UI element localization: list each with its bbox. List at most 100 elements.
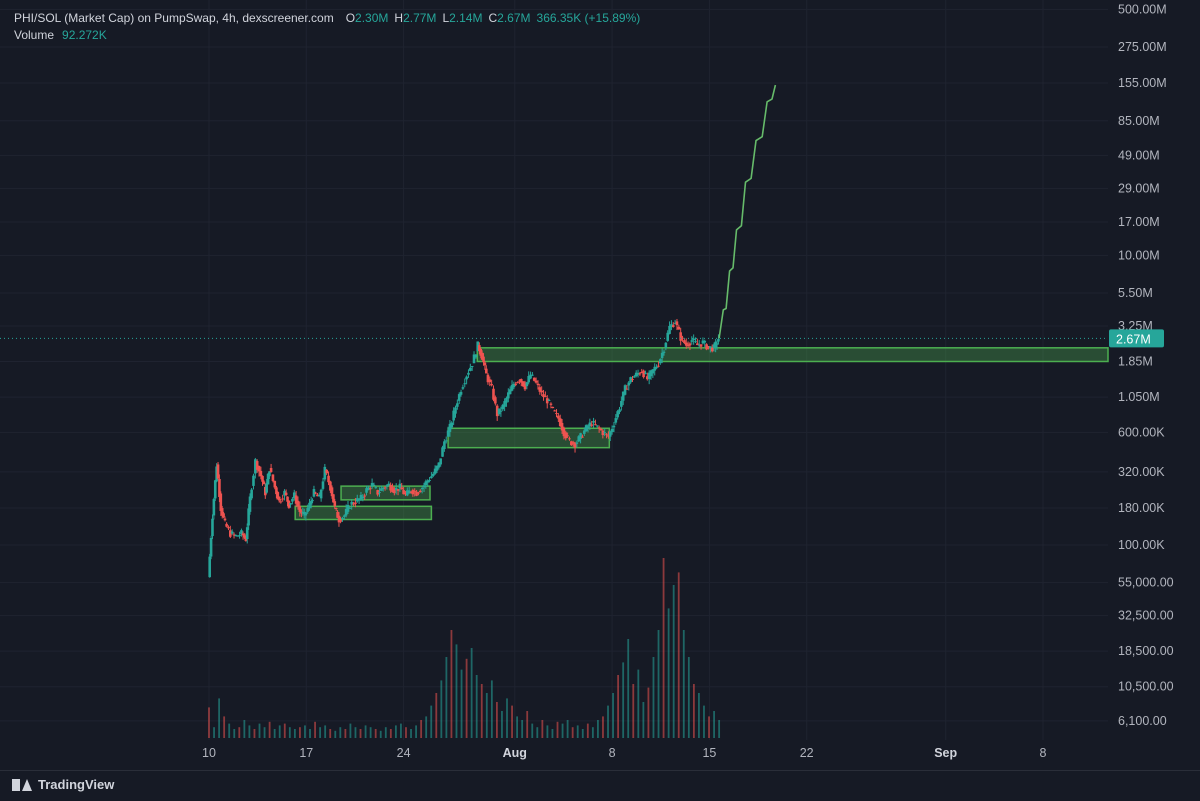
candle-body bbox=[662, 351, 666, 353]
candle-body bbox=[507, 392, 510, 399]
candle-body bbox=[263, 487, 267, 496]
candle-body bbox=[448, 423, 452, 432]
candle-body bbox=[697, 344, 701, 346]
time-axis-label: 8 bbox=[1040, 746, 1047, 760]
candle-body bbox=[450, 422, 454, 428]
volume-bar bbox=[637, 669, 640, 738]
candle-body bbox=[705, 344, 708, 350]
volume-bar bbox=[440, 680, 443, 738]
candle-body bbox=[692, 338, 695, 341]
candle-body bbox=[348, 507, 352, 509]
symbol-title[interactable]: PHI/SOL (Market Cap) on PumpSwap, 4h, de… bbox=[14, 11, 334, 25]
candle-body bbox=[252, 475, 255, 486]
candle-body bbox=[277, 496, 281, 501]
candle-body bbox=[707, 346, 710, 348]
candle-body bbox=[518, 380, 521, 382]
candle-body bbox=[646, 376, 649, 380]
candle-body bbox=[387, 483, 391, 486]
candle-body bbox=[495, 405, 499, 417]
candle-body bbox=[316, 494, 319, 497]
volume-bar bbox=[546, 725, 549, 738]
candle-body bbox=[461, 387, 465, 389]
candle-body bbox=[275, 487, 278, 495]
volume-bar bbox=[304, 725, 306, 738]
candle-body bbox=[291, 498, 294, 502]
candle-body bbox=[378, 492, 381, 494]
candle-body bbox=[456, 403, 459, 407]
volume-bar bbox=[268, 721, 271, 738]
candle-body bbox=[521, 381, 525, 387]
volume-bar bbox=[692, 684, 695, 738]
candle-body bbox=[547, 400, 551, 402]
high-label: H bbox=[394, 11, 404, 25]
candle-body bbox=[686, 345, 690, 347]
candle-body bbox=[208, 556, 211, 578]
support-zone bbox=[294, 505, 433, 521]
candle-body bbox=[257, 465, 261, 472]
candle-body bbox=[683, 340, 686, 343]
price-axis-label: 18,500.00 bbox=[1118, 644, 1174, 658]
price-axis-label: 6,100.00 bbox=[1118, 714, 1167, 728]
time-axis-label: 8 bbox=[609, 746, 616, 760]
volume-bar bbox=[576, 725, 579, 738]
volume-bar bbox=[490, 680, 493, 738]
candle-body bbox=[653, 366, 657, 371]
time-axis-label: 10 bbox=[202, 746, 216, 760]
candle-body bbox=[482, 356, 485, 363]
candle-body bbox=[636, 373, 640, 375]
candle-body bbox=[241, 533, 245, 536]
volume-bar bbox=[475, 675, 478, 738]
candle-body bbox=[465, 376, 468, 380]
candle-body bbox=[488, 379, 492, 383]
volume-bar bbox=[208, 707, 210, 738]
candle-body bbox=[420, 488, 424, 490]
candle-body bbox=[312, 489, 316, 497]
candle-body bbox=[677, 326, 681, 330]
candle-body bbox=[571, 442, 575, 444]
candle-body bbox=[317, 494, 321, 497]
candle-body bbox=[273, 480, 277, 488]
volume-bar bbox=[677, 572, 680, 738]
candle-body bbox=[243, 535, 246, 538]
price-axis-label: 10,500.00 bbox=[1118, 680, 1174, 694]
candle-body bbox=[594, 424, 597, 426]
candle-body bbox=[391, 486, 394, 493]
price-chart[interactable]: 500.00M 275.00M 155.00M 85.00M 49.00M 29.00M 1… bbox=[0, 0, 1200, 770]
time-axis-label: 22 bbox=[800, 746, 814, 760]
open-label: O bbox=[345, 11, 356, 25]
volume-bar bbox=[319, 727, 322, 738]
candle-body bbox=[238, 535, 241, 537]
candle-body bbox=[431, 473, 435, 476]
candle-body bbox=[376, 490, 379, 495]
volume-bar bbox=[233, 729, 236, 738]
candle-body bbox=[581, 436, 584, 438]
time-axis-label: Aug bbox=[503, 746, 527, 760]
brand-label: TradingView bbox=[38, 777, 115, 792]
tradingview-logo[interactable]: TradingView bbox=[12, 777, 114, 792]
candle-body bbox=[294, 495, 298, 504]
candle-body bbox=[542, 394, 545, 397]
candle-body bbox=[670, 324, 673, 328]
candle-body bbox=[327, 475, 330, 483]
candle-body bbox=[437, 462, 441, 468]
candle-body bbox=[516, 382, 519, 384]
price-axis-label: 17.00M bbox=[1118, 215, 1160, 229]
candle-body bbox=[557, 415, 560, 419]
candle-body bbox=[216, 464, 220, 479]
volume-label[interactable]: Volume bbox=[14, 28, 55, 42]
candle-body bbox=[467, 372, 470, 375]
candle-body bbox=[380, 488, 383, 491]
volume-bar bbox=[283, 723, 286, 738]
volume-bar bbox=[667, 608, 670, 738]
candle-body bbox=[368, 488, 372, 490]
candle-body bbox=[444, 440, 448, 442]
time-axis-label: 15 bbox=[702, 746, 716, 760]
candle-body bbox=[529, 374, 532, 379]
volume-bar bbox=[218, 698, 221, 738]
volume-bar bbox=[273, 729, 276, 738]
tradingview-icon bbox=[12, 778, 32, 791]
candle-body bbox=[281, 498, 284, 500]
candle-body bbox=[485, 368, 488, 374]
volume-bar bbox=[243, 720, 246, 738]
